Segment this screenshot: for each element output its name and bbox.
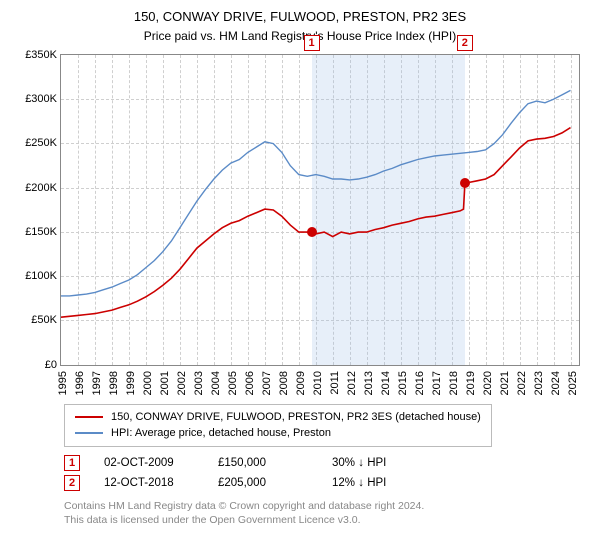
y-axis-label: £200K bbox=[25, 182, 57, 194]
x-axis-label: 2005 bbox=[227, 371, 239, 395]
event-date: 12-OCT-2018 bbox=[104, 477, 194, 489]
x-axis-label: 2002 bbox=[176, 371, 188, 395]
plot-area: £0£50K£100K£150K£200K£250K£300K£350K1995… bbox=[60, 54, 580, 366]
x-axis-label: 1997 bbox=[91, 371, 103, 395]
x-axis-label: 2010 bbox=[312, 371, 324, 395]
footer-line: Contains HM Land Registry data © Crown c… bbox=[64, 499, 586, 513]
x-axis-label: 2015 bbox=[397, 371, 409, 395]
event-date: 02-OCT-2009 bbox=[104, 457, 194, 469]
x-axis-label: 2016 bbox=[414, 371, 426, 395]
x-axis-label: 2012 bbox=[346, 371, 358, 395]
y-axis-label: £250K bbox=[25, 137, 57, 149]
event-marker: 2 bbox=[64, 475, 80, 491]
y-axis-label: £150K bbox=[25, 226, 57, 238]
legend-label: 150, CONWAY DRIVE, FULWOOD, PRESTON, PR2… bbox=[111, 409, 481, 426]
legend-label: HPI: Average price, detached house, Pres… bbox=[111, 425, 331, 442]
event-delta: 30% ↓ HPI bbox=[332, 457, 386, 469]
x-axis-label: 2003 bbox=[193, 371, 205, 395]
x-axis-label: 2017 bbox=[431, 371, 443, 395]
x-axis-label: 2006 bbox=[244, 371, 256, 395]
series-line-price_paid bbox=[61, 127, 571, 317]
x-axis-label: 2024 bbox=[550, 371, 562, 395]
x-axis-label: 2000 bbox=[142, 371, 154, 395]
series-line-hpi bbox=[61, 90, 571, 296]
x-axis-label: 2001 bbox=[159, 371, 171, 395]
data-point-marker bbox=[307, 227, 317, 237]
y-axis-label: £100K bbox=[25, 270, 57, 282]
x-axis-label: 2023 bbox=[533, 371, 545, 395]
callout-marker: 2 bbox=[457, 35, 473, 51]
event-row: 2 12-OCT-2018 £205,000 12% ↓ HPI bbox=[64, 475, 586, 491]
x-axis-label: 1995 bbox=[57, 371, 69, 395]
arrow-down-icon: ↓ bbox=[358, 477, 364, 489]
legend-item: 150, CONWAY DRIVE, FULWOOD, PRESTON, PR2… bbox=[75, 409, 481, 426]
legend-swatch bbox=[75, 416, 103, 418]
x-axis-label: 2025 bbox=[567, 371, 579, 395]
footer-line: This data is licensed under the Open Gov… bbox=[64, 513, 586, 527]
x-axis-label: 2022 bbox=[516, 371, 528, 395]
y-axis-label: £350K bbox=[25, 49, 57, 61]
x-axis-label: 2009 bbox=[295, 371, 307, 395]
x-axis-label: 1999 bbox=[125, 371, 137, 395]
x-axis-label: 2021 bbox=[499, 371, 511, 395]
x-axis-label: 1998 bbox=[108, 371, 120, 395]
x-axis-label: 2018 bbox=[448, 371, 460, 395]
x-axis-label: 2007 bbox=[261, 371, 273, 395]
event-delta: 12% ↓ HPI bbox=[332, 477, 386, 489]
x-axis-label: 1996 bbox=[74, 371, 86, 395]
event-row: 1 02-OCT-2009 £150,000 30% ↓ HPI bbox=[64, 455, 586, 471]
event-marker: 1 bbox=[64, 455, 80, 471]
chart-subtitle: Price paid vs. HM Land Registry's House … bbox=[14, 28, 586, 44]
legend: 150, CONWAY DRIVE, FULWOOD, PRESTON, PR2… bbox=[64, 404, 492, 447]
event-price: £205,000 bbox=[218, 477, 308, 489]
title-block: 150, CONWAY DRIVE, FULWOOD, PRESTON, PR2… bbox=[14, 8, 586, 44]
event-price: £150,000 bbox=[218, 457, 308, 469]
x-axis-label: 2011 bbox=[329, 371, 341, 395]
chart-area: £0 £50K £100K £150K £200K £250K £300K £350K 1995… bbox=[14, 52, 586, 402]
x-axis-label: 2013 bbox=[363, 371, 375, 395]
data-point-marker bbox=[460, 178, 470, 188]
callout-marker: 1 bbox=[304, 35, 320, 51]
x-axis-label: 2004 bbox=[210, 371, 222, 395]
x-axis-label: 2020 bbox=[482, 371, 494, 395]
x-axis-label: 2014 bbox=[380, 371, 392, 395]
chart-title: 150, CONWAY DRIVE, FULWOOD, PRESTON, PR2… bbox=[14, 8, 586, 26]
footer: Contains HM Land Registry data © Crown c… bbox=[64, 499, 586, 527]
y-axis-label: £50K bbox=[31, 314, 57, 326]
legend-swatch bbox=[75, 432, 103, 434]
y-axis-label: £300K bbox=[25, 93, 57, 105]
chart-container: 150, CONWAY DRIVE, FULWOOD, PRESTON, PR2… bbox=[0, 0, 600, 560]
x-axis-label: 2019 bbox=[465, 371, 477, 395]
legend-item: HPI: Average price, detached house, Pres… bbox=[75, 425, 481, 442]
x-axis-label: 2008 bbox=[278, 371, 290, 395]
y-axis-label: £0 bbox=[45, 359, 57, 371]
arrow-down-icon: ↓ bbox=[358, 457, 364, 469]
